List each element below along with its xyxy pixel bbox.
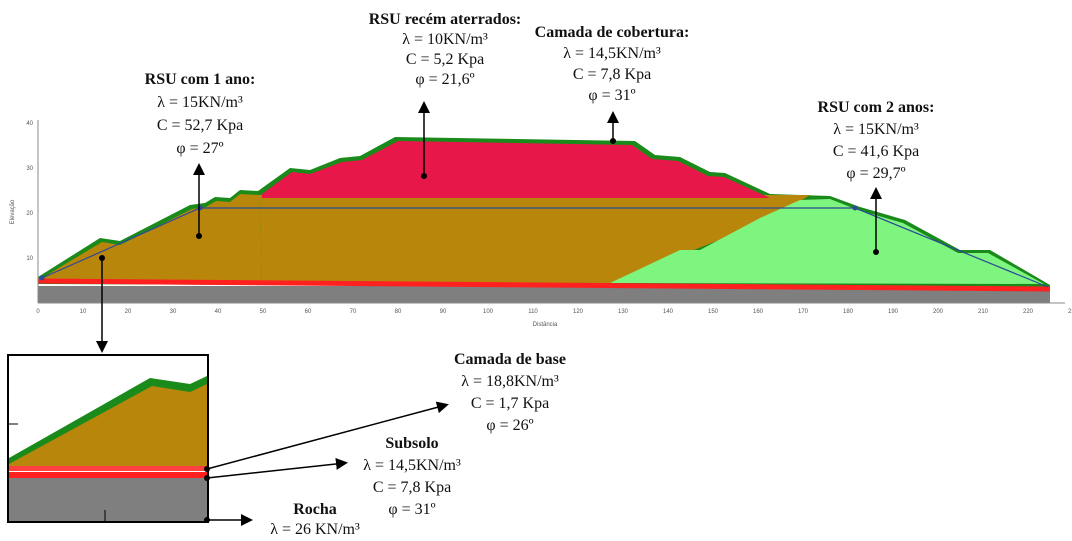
annotation-title: Rocha: [293, 501, 337, 518]
annotation-line: λ = 15KN/m³: [833, 121, 919, 138]
x-tick-label: 0: [36, 309, 40, 315]
x-tick-label: 50: [260, 309, 267, 315]
x-tick-label: 40: [215, 309, 222, 315]
y-tick-label: 30: [26, 166, 33, 172]
annotation-line: C = 1,7 Kpa: [471, 395, 549, 412]
x-tick-label: 180: [843, 309, 854, 315]
annotation-line: λ = 10KN/m³: [402, 31, 488, 48]
annotation-line: C = 7,8 Kpa: [573, 66, 651, 83]
annotation-line: C = 5,2 Kpa: [406, 51, 484, 68]
annotation-title: Camada de base: [454, 351, 566, 368]
annotation-line: λ = 15KN/m³: [157, 94, 243, 111]
x-tick-label: 140: [663, 309, 674, 315]
annotation-title: RSU recém aterrados:: [369, 11, 522, 28]
x-tick-label: 170: [798, 309, 809, 315]
x-tick-label: 200: [933, 309, 944, 315]
x-tick-label: 110: [528, 309, 538, 315]
x-tick-label: 10: [80, 309, 87, 315]
x-tick-label: 120: [573, 309, 584, 315]
rock: [9, 478, 207, 521]
x-tick-label: 70: [350, 309, 357, 315]
arrow: [207, 463, 345, 478]
msw-1-year: [42, 194, 262, 283]
annotation-line: φ = 26º: [486, 417, 533, 434]
x-tick-label: 190: [888, 309, 899, 315]
annotation-line: C = 7,8 Kpa: [373, 479, 451, 496]
y-tick-label: 10: [26, 256, 33, 262]
y-axis-label: Elevação: [10, 199, 16, 224]
annotation-line: φ = 29,7º: [846, 165, 905, 182]
annotation-line: λ = 14,5KN/m³: [363, 457, 461, 474]
x-tick-label: 90: [440, 309, 447, 315]
annotation-line: φ = 21,6º: [415, 71, 474, 88]
annotation-line: λ = 18,8KN/m³: [461, 373, 559, 390]
x-tick-label: 150: [708, 309, 719, 315]
fresh-msw: [262, 141, 770, 198]
annotation-line: φ = 27º: [176, 140, 223, 157]
x-tick-label: 20: [125, 309, 132, 315]
annotation-title: Subsolo: [385, 435, 438, 452]
x-tick-label: 160: [753, 309, 764, 315]
x-tick-label: 30: [170, 309, 177, 315]
x-tick-label: 220: [1023, 309, 1034, 315]
x-tick-label: 230: [1068, 309, 1072, 315]
inset: [8, 355, 208, 522]
annotation-line: λ = 26 KN/m³: [270, 521, 360, 538]
annotation-title: RSU com 2 anos:: [818, 99, 935, 116]
subsoil: [9, 472, 207, 478]
annotation-line: φ = 31º: [588, 87, 635, 104]
x-axis-label: Distância: [533, 322, 558, 328]
annotation-line: C = 41,6 Kpa: [833, 143, 919, 160]
point: [853, 206, 858, 211]
x-tick-label: 100: [483, 309, 494, 315]
base-layer: [9, 466, 207, 471]
annotation-title: RSU com 1 ano:: [145, 71, 256, 88]
y-tick-label: 20: [26, 211, 33, 217]
annotation-line: φ = 31º: [388, 501, 435, 518]
annotation-line: C = 52,7 Kpa: [157, 117, 243, 134]
x-tick-label: 130: [618, 309, 629, 315]
x-tick-label: 210: [978, 309, 989, 315]
annotation-title: Camada de cobertura:: [535, 24, 690, 41]
x-tick-label: 80: [395, 309, 402, 315]
annotation-line: λ = 14,5KN/m³: [563, 45, 661, 62]
point: [40, 276, 45, 281]
figure: Distância Elevação 0 10 20 30 40 50 60 70 80 90 10…: [0, 0, 1072, 541]
y-tick-label: 40: [26, 121, 33, 127]
x-tick-label: 60: [305, 309, 312, 315]
